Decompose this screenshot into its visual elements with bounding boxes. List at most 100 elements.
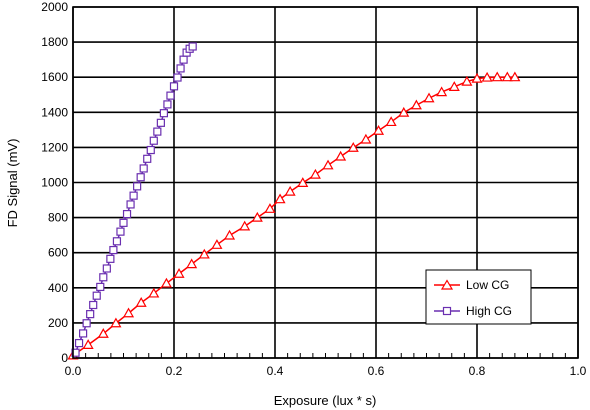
data-point — [92, 291, 101, 300]
data-point — [74, 338, 84, 348]
data-point — [96, 282, 105, 292]
y-tick-label: 400 — [48, 281, 68, 295]
data-point — [143, 154, 152, 163]
data-point — [89, 300, 98, 310]
data-point — [135, 296, 147, 307]
data-point — [211, 239, 223, 249]
data-point — [436, 86, 448, 97]
data-point — [99, 273, 108, 282]
data-point — [491, 71, 503, 82]
data-point — [471, 72, 483, 83]
triangle-marker-icon — [440, 279, 454, 290]
y-tick-label: 0 — [61, 351, 68, 365]
y-tick-label: 200 — [48, 316, 68, 330]
data-point — [126, 200, 135, 209]
x-tick-label: 0.4 — [267, 364, 284, 378]
x-axis-title: Exposure (lux * s) — [274, 393, 377, 408]
series-low-cg — [67, 71, 521, 360]
data-point — [372, 125, 385, 135]
x-tick-label: 0.6 — [368, 364, 385, 378]
data-point — [133, 182, 142, 191]
data-point — [297, 177, 309, 187]
legend-label-low-cg: Low CG — [466, 278, 509, 292]
y-tick-label: 1600 — [41, 70, 68, 84]
data-point — [153, 127, 162, 136]
data-point — [423, 92, 435, 103]
x-tick-label: 1.0 — [570, 364, 587, 378]
series-high-cg — [71, 42, 197, 357]
data-point — [136, 173, 145, 182]
data-point — [109, 245, 118, 255]
data-point — [82, 339, 94, 349]
series-layer — [67, 42, 521, 360]
legend-item-high-cg: High CG — [434, 304, 512, 318]
data-point — [186, 258, 198, 269]
grid — [72, 6, 579, 359]
y-axis-title: FD Signal (mV) — [5, 139, 20, 228]
data-point — [322, 159, 334, 170]
data-point — [148, 287, 160, 298]
data-point — [159, 109, 168, 118]
data-point — [239, 220, 251, 231]
data-point — [129, 191, 138, 200]
data-point — [501, 71, 513, 82]
data-point — [119, 218, 128, 227]
x-tick-label: 0.2 — [166, 364, 183, 378]
y-tick-label: 2000 — [41, 0, 68, 14]
data-point — [398, 106, 410, 117]
data-point — [264, 203, 276, 213]
data-point — [106, 254, 115, 263]
data-point — [188, 42, 197, 51]
data-point — [71, 348, 80, 357]
data-point — [102, 264, 111, 273]
data-point — [163, 100, 172, 109]
data-point — [156, 118, 165, 127]
data-point — [347, 142, 359, 152]
data-point — [116, 227, 125, 236]
y-tick-label: 1200 — [41, 140, 68, 154]
y-tick-label: 1800 — [41, 35, 68, 49]
data-point — [78, 329, 88, 338]
data-point — [86, 310, 95, 319]
data-point — [309, 168, 321, 179]
legend-label-high-cg: High CG — [466, 304, 512, 318]
plot-frame — [72, 6, 579, 359]
data-point — [284, 185, 296, 196]
data-point — [251, 211, 263, 222]
data-point — [410, 99, 422, 110]
data-point — [335, 150, 347, 161]
data-point — [112, 237, 122, 246]
data-point — [110, 317, 122, 328]
data-point — [149, 136, 158, 145]
data-point — [176, 64, 185, 73]
legend: Low CG High CG — [425, 269, 532, 325]
y-tick-label: 600 — [48, 246, 68, 260]
data-point — [360, 133, 372, 144]
data-point — [224, 229, 236, 240]
axes: 0 200 400 600 800 1000 1200 1400 1600 1800 2000 0.0… — [41, 0, 586, 378]
data-point — [179, 55, 188, 64]
data-point — [274, 193, 286, 204]
data-point — [509, 71, 521, 82]
data-point — [448, 81, 460, 91]
x-tick-label: 0.0 — [65, 364, 82, 378]
data-point — [146, 145, 155, 155]
data-point — [169, 82, 179, 91]
data-point — [139, 164, 148, 173]
data-point — [82, 319, 91, 328]
data-point — [173, 268, 185, 278]
y-tick-label: 1400 — [41, 105, 68, 119]
data-point — [123, 307, 135, 318]
y-tick-label: 800 — [48, 211, 68, 225]
data-point — [122, 209, 132, 219]
data-point — [481, 71, 493, 82]
data-point — [97, 328, 109, 338]
square-marker-icon — [442, 306, 452, 316]
y-tick-label: 1000 — [41, 176, 68, 190]
x-tick-label: 0.8 — [469, 364, 486, 378]
data-point — [385, 116, 397, 127]
data-point — [160, 277, 172, 288]
data-point — [461, 75, 473, 86]
data-point — [198, 248, 210, 259]
